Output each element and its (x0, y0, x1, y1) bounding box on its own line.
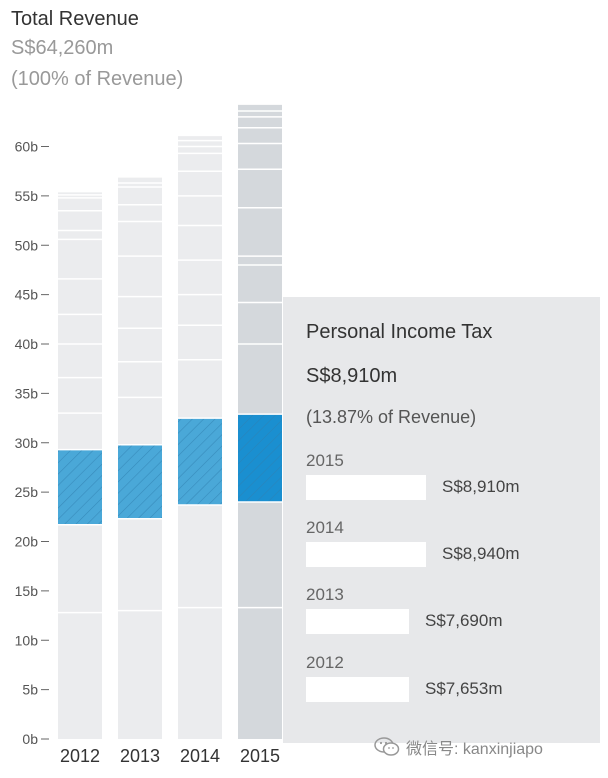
tooltip-row-bar (306, 542, 426, 567)
tooltip-row-value: S$8,940m (442, 544, 520, 563)
y-tick-label: 20b (15, 534, 39, 550)
tooltip-row-bar (306, 475, 426, 500)
watermark-text: 微信号: kanxinjiapo (406, 741, 543, 758)
y-tick-label: 0b (22, 731, 38, 747)
highlight-hatch-2012 (58, 449, 102, 525)
highlight-hatch-2013 (118, 444, 162, 519)
tooltip-title: Personal Income Tax (306, 321, 493, 343)
tooltip-row-2012: 2012 S$7,653m (306, 653, 596, 713)
tooltip-panel: Personal Income Tax S$8,910m (13.87% of … (283, 297, 600, 743)
y-tick-label: 30b (15, 435, 39, 451)
chart-title: Total Revenue (11, 8, 139, 30)
tooltip-row-value: S$7,653m (425, 679, 503, 698)
y-tick-label: 40b (15, 336, 39, 352)
y-tick-label: 25b (15, 484, 39, 500)
tooltip-row-year: 2015 (306, 451, 344, 470)
y-tick-label: 5b (22, 682, 38, 698)
total-percent: (100% of Revenue) (11, 68, 184, 90)
tooltip-row-bar (306, 677, 409, 702)
tooltip-row-2013: 2013 S$7,690m (306, 585, 596, 645)
tooltip-percent: (13.87% of Revenue) (306, 407, 477, 427)
watermark: 微信号: kanxinjiapo (374, 735, 543, 759)
y-tick-label: 10b (15, 632, 39, 648)
x-tick-label: 2013 (120, 746, 160, 766)
tooltip-row-year: 2012 (306, 653, 344, 672)
y-tick-label: 45b (15, 287, 39, 303)
y-tick-label: 60b (15, 139, 39, 155)
wechat-icon (374, 737, 400, 756)
x-tick-label: 2012 (60, 746, 100, 766)
total-amount: S$64,260m (11, 37, 114, 59)
y-tick-label: 50b (15, 237, 39, 253)
tooltip-row-2014: 2014 S$8,940m (306, 518, 596, 578)
tooltip-row-2015: 2015 S$8,910m (306, 451, 596, 511)
y-tick-label: 35b (15, 385, 39, 401)
highlight-hatch-2014 (178, 418, 222, 505)
tooltip-row-value: S$7,690m (425, 611, 503, 630)
chart-header: Total Revenue S$64,260m (100% of Revenue… (11, 6, 183, 94)
highlight-hatch-2015 (238, 414, 282, 502)
x-tick-label: 2014 (180, 746, 220, 766)
x-tick-label: 2015 (240, 746, 280, 766)
tooltip-row-year: 2013 (306, 585, 344, 604)
tooltip-amount: S$8,910m (306, 365, 398, 387)
tooltip-row-year: 2014 (306, 518, 344, 537)
tooltip-row-bar (306, 609, 409, 634)
tooltip-row-value: S$8,910m (442, 477, 520, 496)
y-tick-label: 55b (15, 188, 39, 204)
y-tick-label: 15b (15, 583, 39, 599)
